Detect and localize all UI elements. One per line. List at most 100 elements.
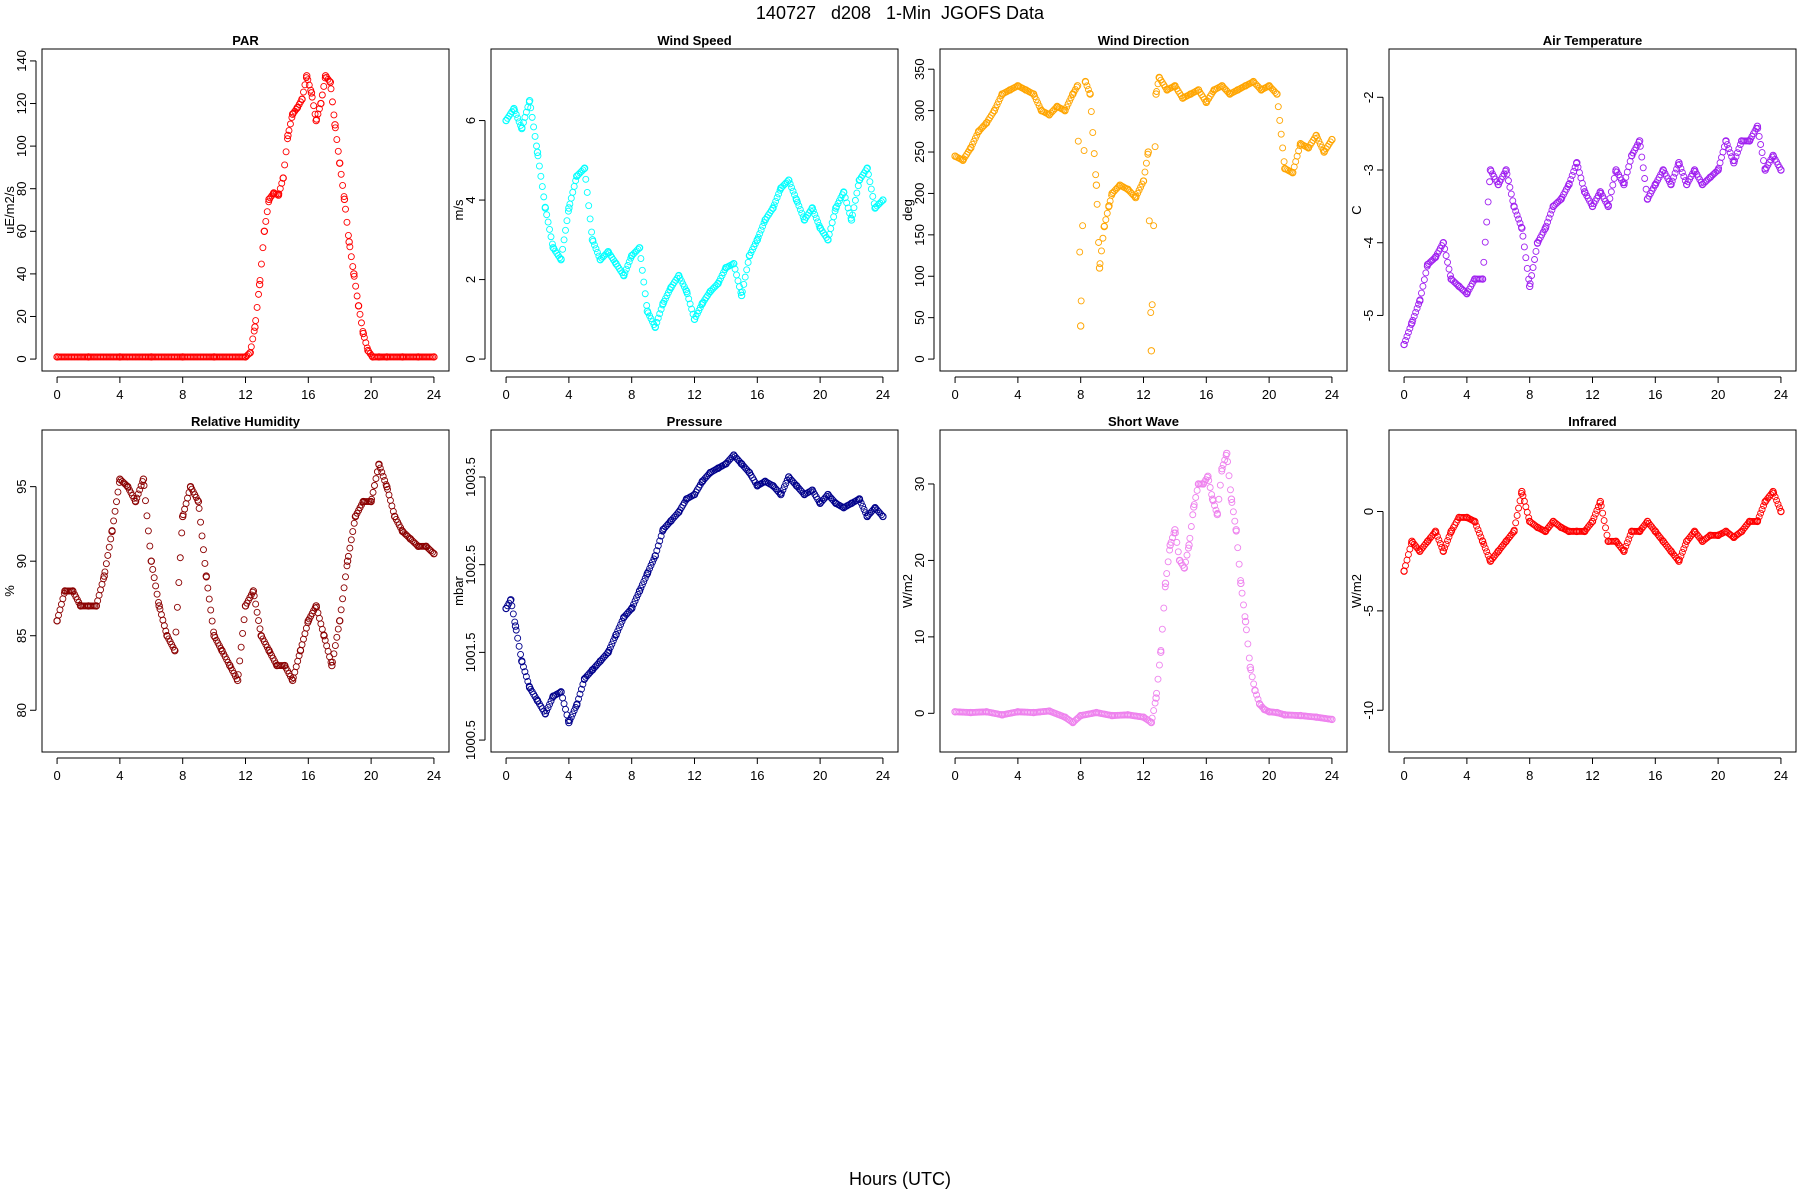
trace-point (285, 127, 293, 134)
y-tick-label: 2 (463, 276, 478, 283)
data-point (265, 195, 273, 204)
trace-point (537, 172, 545, 180)
trace-point (350, 272, 358, 280)
trace-point (201, 560, 209, 567)
trace-point (346, 243, 354, 251)
x-tick-label: 12 (687, 768, 701, 783)
trace-point (649, 558, 656, 566)
y-tick-label: 60 (14, 224, 29, 238)
series-points (1400, 122, 1785, 349)
trace-point (1416, 296, 1424, 304)
trace-point (562, 705, 569, 713)
trace-point (793, 198, 801, 206)
trace-point (772, 197, 780, 205)
trace-point (814, 218, 822, 226)
trace-point (1486, 555, 1494, 563)
trace-point (1733, 149, 1741, 157)
y-axis-label: uE/m2/s (2, 186, 17, 234)
trace-point (640, 278, 648, 286)
y-tick-label: -2 (1361, 92, 1376, 104)
chart-title: Air Temperature (1543, 33, 1642, 48)
x-tick-label: 20 (813, 387, 827, 402)
trace-point (259, 244, 267, 252)
trace-point (528, 113, 536, 121)
trace-point (1212, 506, 1220, 514)
trace-point (253, 304, 261, 311)
trace-point (1506, 183, 1514, 191)
trace-point (753, 237, 761, 245)
trace-point (643, 302, 651, 309)
x-tick-label: 24 (1774, 387, 1788, 402)
data-point (350, 270, 358, 278)
x-tick-label: 24 (1774, 768, 1788, 783)
trace-point (1407, 320, 1415, 328)
trace-point (1086, 89, 1094, 97)
trace-point (347, 253, 355, 261)
trace-point (508, 602, 516, 610)
trace-point (1213, 509, 1221, 517)
trace-point (867, 185, 875, 193)
trace-point (592, 245, 600, 253)
trace-point (792, 195, 800, 202)
trace-point (97, 586, 105, 594)
trace-point (314, 110, 322, 118)
trace-point (1568, 172, 1576, 179)
x-tick-label: 16 (301, 768, 315, 783)
plot-frame (939, 48, 1348, 372)
trace-point (98, 580, 106, 588)
x-axis: 0 4 8 12 16 20 24 (1400, 757, 1788, 783)
trace-point (625, 258, 633, 266)
trace-point (1090, 150, 1098, 158)
trace-point (1073, 83, 1081, 91)
trace-point (1273, 90, 1281, 98)
trace-point (621, 269, 629, 277)
trace-point (57, 600, 65, 608)
trace-point (1404, 328, 1412, 336)
trace-point (609, 637, 617, 645)
trace-point (1276, 116, 1284, 124)
y-axis-label: % (2, 585, 17, 597)
trace-point (1089, 129, 1097, 137)
trace-point (363, 344, 371, 352)
y-tick-label: 30 (912, 477, 927, 491)
trace-point (1548, 206, 1556, 214)
y-axis: 0 50 100 150 200 250 300 350 (912, 58, 935, 363)
x-tick-label: 8 (628, 387, 635, 402)
trace-point (318, 625, 326, 633)
trace-point (1520, 243, 1528, 251)
trace-point (360, 334, 368, 341)
trace-point (1158, 625, 1166, 633)
trace-point (334, 625, 342, 633)
y-tick-label: 1000.5 (463, 720, 478, 760)
trace-point (331, 124, 339, 132)
trace-point (795, 202, 803, 210)
trace-point (606, 643, 614, 651)
trace-point (388, 502, 396, 510)
trace-point (1402, 337, 1409, 344)
x-tick-label: 4 (116, 387, 123, 402)
trace-point (137, 482, 145, 490)
trace-point (1222, 451, 1230, 459)
trace-point (250, 592, 258, 600)
trace-point (1594, 503, 1602, 511)
trace-point (1312, 132, 1320, 140)
trace-point (265, 198, 273, 206)
trace-point (347, 536, 355, 544)
trace-point (1441, 544, 1449, 552)
trace-point (843, 199, 851, 207)
trace-point (184, 494, 191, 502)
trace-point (247, 343, 255, 351)
x-tick-label: 12 (687, 387, 701, 402)
trace-point (1676, 556, 1683, 564)
trace-point (1235, 560, 1243, 568)
trace-point (593, 248, 601, 256)
trace-point (1758, 506, 1766, 513)
trace-point (315, 105, 323, 113)
trace-point (1571, 163, 1579, 171)
trace-point (329, 658, 336, 666)
trace-point (204, 584, 212, 592)
trace-point (1328, 136, 1336, 144)
trace-point (647, 561, 655, 569)
trace-point (1174, 548, 1182, 556)
